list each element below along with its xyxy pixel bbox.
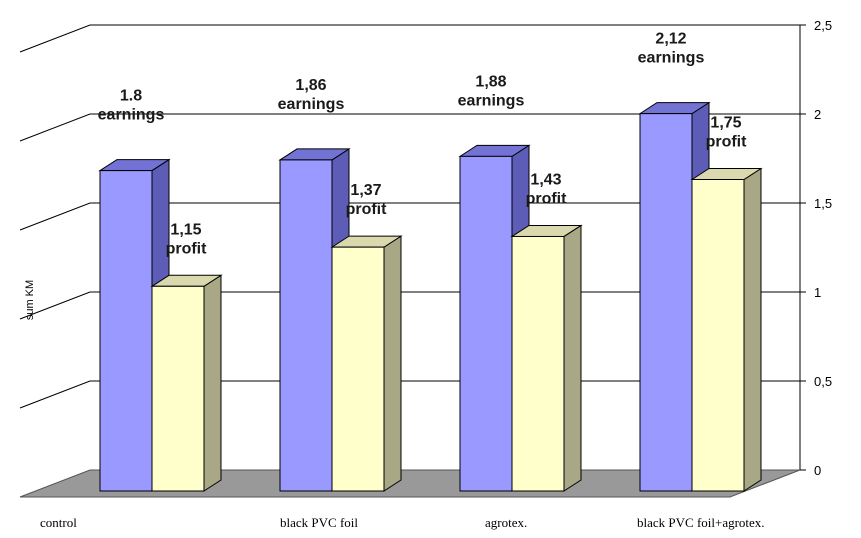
y-axis-ticks: 0 0,5 1 1,5 2 2,5: [800, 18, 832, 478]
bar-side: [203, 274, 222, 492]
y-tick-label: 0,5: [814, 374, 832, 389]
bar-front: [639, 113, 693, 492]
data-label-value: 1,43: [530, 171, 561, 188]
y-axis-label: sum KM: [24, 280, 36, 320]
bar-front: [511, 235, 565, 492]
y-tick-label: 2: [814, 107, 821, 122]
bar: [330, 235, 403, 492]
bar-front: [99, 170, 153, 492]
bar: [150, 274, 223, 492]
data-label-word: earnings: [278, 96, 345, 113]
data-label-value: 1.8: [120, 88, 142, 105]
data-label-value: 1,37: [350, 182, 381, 199]
category-label: agrotex.: [485, 515, 527, 530]
data-label-value: 1,86: [295, 77, 326, 94]
data-label-value: 1,75: [710, 115, 741, 132]
bar-front: [691, 179, 745, 492]
data-label-word: earnings: [638, 50, 705, 67]
data-label-value: 1,88: [475, 73, 506, 90]
gridline: [19, 113, 800, 142]
data-labels: 1.8 earnings 1,15 profit 1,86 earnings 1,37 pro…: [98, 31, 747, 258]
category-labels: control black PVC foil agrotex. black PVC f…: [40, 515, 765, 530]
data-label-value: 2,12: [655, 31, 686, 48]
data-label-word: profit: [346, 201, 388, 218]
gridline: [19, 202, 800, 231]
gridline: [19, 24, 800, 53]
bar-side: [743, 167, 762, 492]
bar: [278, 148, 351, 492]
bar-side: [383, 235, 402, 492]
bar-front: [459, 155, 513, 492]
data-label-word: profit: [526, 190, 568, 207]
data-label-value: 1,15: [170, 221, 201, 238]
data-label-word: profit: [706, 134, 748, 151]
bar: [690, 167, 763, 492]
bars: [98, 101, 763, 492]
category-label: black PVC foil: [280, 515, 358, 530]
bar-side: [563, 224, 582, 492]
data-label-word: profit: [166, 240, 208, 257]
bar: [510, 224, 583, 492]
category-label: black PVC foil+agrotex.: [637, 515, 765, 530]
y-tick-label: 1,5: [814, 196, 832, 211]
data-label-word: earnings: [98, 107, 165, 124]
data-label-word: earnings: [458, 92, 525, 109]
bar-front: [151, 285, 205, 492]
bar-front: [331, 246, 385, 492]
bar-front: [279, 159, 333, 492]
y-tick-label: 2,5: [814, 18, 832, 33]
y-tick-label: 0: [814, 463, 821, 478]
category-label: control: [40, 515, 77, 530]
y-tick-label: 1: [814, 285, 821, 300]
